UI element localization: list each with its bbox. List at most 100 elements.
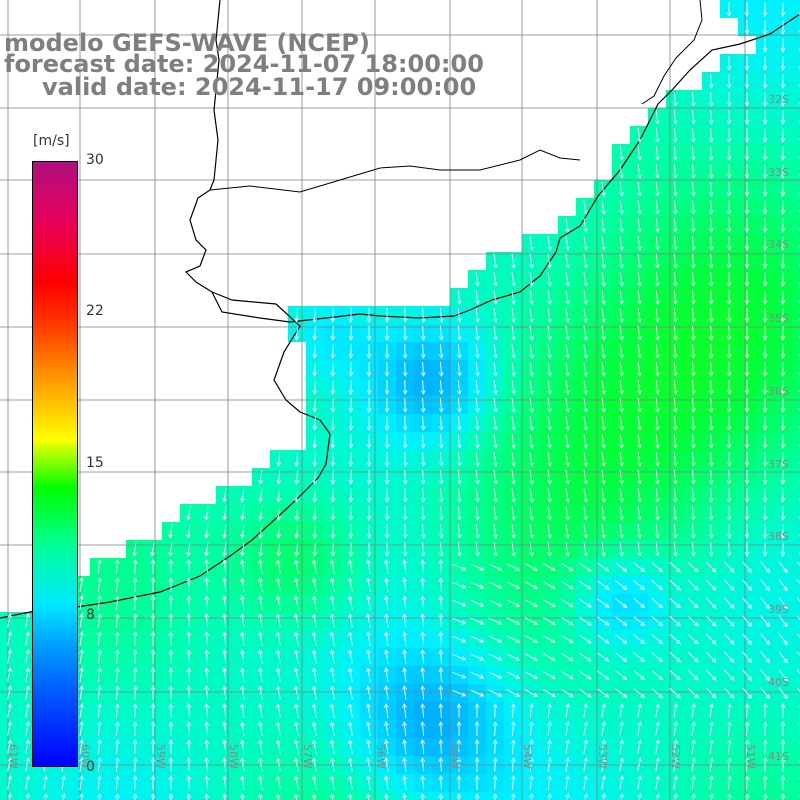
wind-arrow — [655, 199, 660, 215]
wind-arrow — [762, 433, 768, 449]
wind-arrow — [452, 671, 467, 679]
wind-arrow — [222, 559, 227, 575]
wind-arrow — [240, 721, 245, 736]
border-line — [209, 149, 581, 193]
wind-arrow — [742, 579, 753, 592]
wind-arrow — [798, 282, 800, 286]
wind-arrow — [655, 253, 660, 269]
wind-arrow — [651, 688, 663, 699]
wind-cell — [792, 162, 800, 180]
wind-arrow — [762, 235, 768, 251]
wind-arrow — [687, 579, 699, 591]
wind-cell — [792, 414, 800, 432]
wind-arrow — [402, 325, 408, 341]
wind-arrow — [402, 631, 407, 647]
wind-arrow — [583, 254, 588, 269]
wind-arrow — [348, 343, 354, 359]
wind-arrow — [493, 325, 498, 341]
wind-arrow — [798, 120, 800, 124]
wind-arrow — [705, 561, 717, 573]
wind-arrow — [529, 344, 534, 359]
wind-arrow — [492, 721, 498, 737]
wind-arrow — [311, 667, 317, 682]
wind-cell — [792, 144, 800, 162]
wind-arrow — [114, 559, 120, 575]
wind-arrow — [222, 757, 227, 773]
wind-arrow — [583, 236, 588, 251]
wind-arrow — [348, 631, 353, 646]
wind-arrow — [780, 451, 786, 467]
wind-arrow — [726, 145, 732, 161]
wind-arrow — [780, 217, 786, 233]
wind-arrow — [655, 469, 660, 485]
wind-arrow — [452, 653, 467, 661]
wind-arrow — [744, 541, 750, 557]
wind-arrow — [61, 793, 66, 800]
wind-arrow — [330, 739, 335, 754]
wind-arrow — [457, 415, 462, 431]
wind-arrow — [470, 563, 485, 571]
wind-arrow — [511, 524, 516, 539]
wind-arrow — [384, 775, 389, 790]
wind-cell — [792, 396, 800, 414]
wind-cell — [792, 270, 800, 288]
wind-arrow — [542, 563, 556, 572]
wind-arrow — [493, 397, 498, 413]
wind-arrow — [565, 488, 570, 503]
wind-arrow — [529, 362, 534, 377]
wind-arrow — [744, 361, 750, 377]
wind-arrow — [726, 505, 732, 521]
wind-arrow — [488, 689, 503, 697]
wind-arrow — [762, 793, 768, 800]
wind-arrow — [601, 739, 606, 754]
wind-arrow — [780, 523, 786, 539]
wind-cell — [792, 486, 800, 504]
wind-arrow — [798, 372, 800, 376]
wind-arrow — [583, 272, 588, 287]
wind-arrow — [384, 595, 389, 610]
wind-arrow — [744, 703, 750, 719]
wind-arrow — [511, 542, 516, 557]
wind-arrow — [762, 199, 768, 215]
wind-arrow — [690, 289, 696, 305]
wind-arrow — [655, 739, 660, 754]
wind-arrow — [79, 577, 84, 592]
wind-arrow — [744, 289, 750, 305]
wind-arrow — [366, 343, 372, 359]
wind-arrow — [529, 398, 534, 413]
wind-arrow — [474, 793, 480, 800]
wind-arrow — [619, 793, 625, 800]
wind-arrow — [222, 488, 227, 503]
wind-arrow — [798, 246, 800, 250]
wind-arrow — [687, 597, 699, 609]
wind-arrow — [240, 524, 245, 539]
wind-arrow — [366, 775, 371, 790]
wind-arrow — [61, 775, 66, 790]
wind-arrow — [673, 721, 678, 736]
wind-arrow — [330, 397, 336, 413]
wind-arrow — [687, 615, 699, 627]
wind-arrow — [637, 505, 642, 521]
wind-arrow — [240, 542, 245, 557]
wind-arrow — [294, 325, 299, 341]
wind-arrow — [312, 433, 318, 449]
wind-arrow — [132, 559, 138, 575]
wind-arrow — [565, 380, 570, 395]
wind-arrow — [384, 343, 390, 359]
wind-arrow — [348, 325, 354, 341]
wind-arrow — [402, 649, 407, 665]
wind-arrow — [475, 361, 480, 377]
wind-arrow — [673, 199, 678, 215]
wind-arrow — [762, 757, 768, 773]
wind-arrow — [673, 541, 678, 557]
wind-arrow — [542, 581, 556, 590]
wind-arrow — [475, 433, 480, 449]
wind-arrow — [560, 652, 574, 662]
wind-arrow — [506, 563, 521, 571]
wind-arrow — [669, 579, 681, 591]
wind-arrow — [708, 73, 714, 89]
wind-cell — [792, 504, 800, 522]
wind-arrow — [470, 599, 485, 607]
lon-label: 58W — [227, 744, 240, 769]
